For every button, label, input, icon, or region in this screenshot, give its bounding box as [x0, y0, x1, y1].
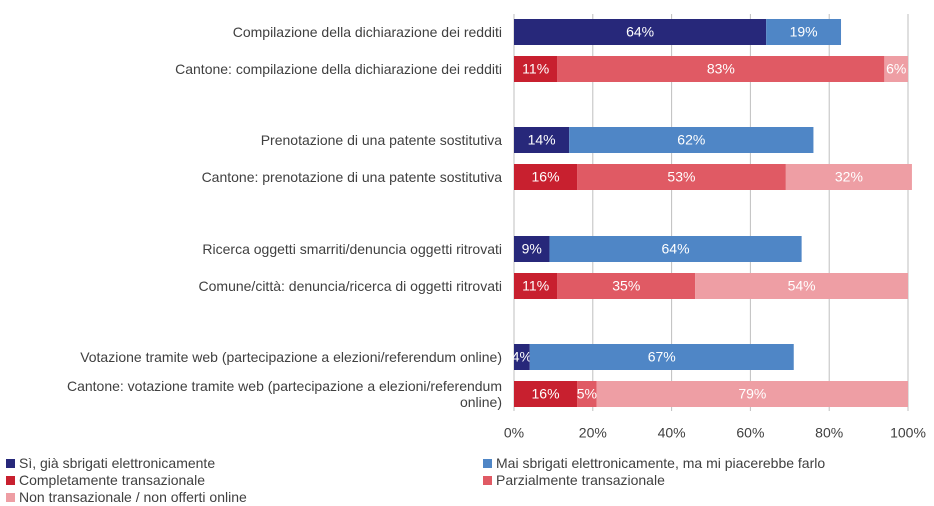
legend-label: Completamente transazionale	[19, 472, 205, 488]
bar-segment	[514, 127, 570, 153]
value-label: 83%	[707, 61, 735, 77]
value-label: 5%	[577, 386, 597, 402]
category-label: Votazione tramite web (partecipazione a …	[80, 349, 502, 365]
x-tick-label: 60%	[736, 425, 764, 441]
bar-segment	[549, 236, 802, 262]
value-label: 79%	[738, 386, 766, 402]
category-label: Comune/città: denuncia/ricerca di oggett…	[198, 278, 502, 294]
bar-segment	[557, 273, 696, 299]
legend-swatch	[483, 476, 492, 485]
value-label: 53%	[667, 169, 695, 185]
value-label: 9%	[522, 241, 542, 257]
value-label: 14%	[528, 132, 556, 148]
legend-swatch	[6, 476, 15, 485]
category-label: Cantone: prenotazione di una patente sos…	[201, 169, 502, 185]
value-label: 6%	[886, 61, 906, 77]
category-label: Cantone: votazione tramite web (partecip…	[66, 378, 502, 410]
x-tick-label: 100%	[890, 425, 926, 441]
bar-segment	[785, 164, 912, 190]
bar-segment	[514, 381, 578, 407]
bar-segment	[766, 19, 842, 45]
legend-label: Sì, già sbrigati elettronicamente	[19, 455, 216, 471]
bar-segment	[577, 164, 786, 190]
value-label: 64%	[662, 241, 690, 257]
legend-label: Parzialmente transazionale	[496, 472, 665, 488]
bar-segment	[514, 344, 530, 370]
bar-segment	[596, 381, 908, 407]
bar-segment	[514, 56, 558, 82]
x-tick-label: 80%	[815, 425, 843, 441]
value-label: 62%	[677, 132, 705, 148]
bar-segment	[514, 19, 767, 45]
bar-segment	[514, 273, 558, 299]
value-label: 19%	[790, 24, 818, 40]
legend-entry: Mai sbrigati elettronicamente, ma mi pia…	[483, 455, 825, 471]
bar-segment	[884, 56, 908, 82]
x-tick-label: 0%	[504, 425, 524, 441]
legend-label: Mai sbrigati elettronicamente, ma mi pia…	[496, 455, 826, 471]
category-label: Cantone: compilazione della dichiarazion…	[175, 61, 502, 77]
legend-swatch	[483, 459, 492, 468]
value-label: 54%	[788, 278, 816, 294]
legend-swatch	[6, 493, 15, 502]
bar-segment	[569, 127, 814, 153]
value-label: 35%	[612, 278, 640, 294]
value-label: 64%	[626, 24, 654, 40]
value-label: 67%	[648, 349, 676, 365]
x-tick-label: 40%	[658, 425, 686, 441]
bar-segment	[529, 344, 794, 370]
value-label: 16%	[532, 386, 560, 402]
value-label: 11%	[522, 61, 549, 77]
bar-segment	[514, 236, 550, 262]
x-tick-label: 20%	[579, 425, 607, 441]
bar-segment	[577, 381, 597, 407]
bar-segment	[514, 164, 578, 190]
legend-entry: Sì, già sbrigati elettronicamente	[6, 455, 215, 471]
value-label: 16%	[532, 169, 560, 185]
value-label: 11%	[522, 278, 549, 294]
category-label: Ricerca oggetti smarriti/denuncia oggett…	[202, 241, 502, 257]
value-label: 32%	[835, 169, 863, 185]
category-label: Prenotazione di una patente sostitutiva	[260, 132, 502, 148]
legend-entry: Parzialmente transazionale	[483, 472, 665, 488]
value-label: 4%	[512, 349, 532, 365]
category-label: Compilazione della dichiarazione dei red…	[232, 24, 502, 40]
legend-swatch	[6, 459, 15, 468]
legend-entry: Non transazionale / non offerti online	[6, 489, 247, 505]
bar-segment	[557, 56, 885, 82]
legend-entry: Completamente transazionale	[6, 472, 205, 488]
bar-segment	[695, 273, 908, 299]
legend-label: Non transazionale / non offerti online	[19, 489, 247, 505]
